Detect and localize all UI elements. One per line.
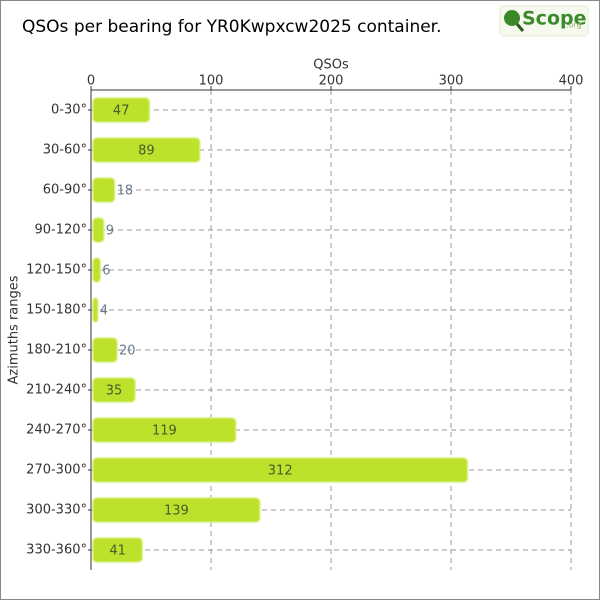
bar — [92, 217, 105, 243]
bar — [92, 177, 116, 203]
value-label: 47 — [113, 104, 130, 119]
y-axis-label: Azimuths ranges — [7, 275, 22, 384]
chart-title: QSOs per bearing for YR0Kwpxcw2025 conta… — [22, 17, 442, 37]
x-tick-label: 400 — [559, 74, 584, 89]
y-tick-label: 300-330° — [26, 503, 87, 518]
y-tick-label: 210-240° — [26, 383, 87, 398]
bar — [92, 497, 261, 523]
bar — [92, 97, 151, 123]
bar — [92, 417, 237, 443]
value-label: 20 — [119, 344, 136, 359]
value-label: 18 — [117, 184, 134, 199]
y-tick-label: 30-60° — [43, 143, 87, 158]
bar — [92, 537, 143, 563]
value-label: 9 — [106, 224, 114, 239]
y-tick-label: 240-270° — [26, 423, 87, 438]
y-tick-label: 90-120° — [34, 223, 87, 238]
x-tick-label: 100 — [199, 74, 224, 89]
y-tick-label: 60-90° — [43, 183, 87, 198]
value-label: 4 — [100, 304, 108, 319]
y-tick-label: 150-180° — [26, 303, 87, 318]
logo-suffix: .org — [566, 21, 582, 30]
logo-text: Scope — [522, 8, 587, 30]
x-tick-label: 0 — [87, 74, 95, 89]
value-label: 139 — [164, 504, 189, 519]
value-label: 41 — [109, 544, 126, 559]
value-label: 312 — [268, 464, 293, 479]
value-label: 119 — [152, 424, 177, 439]
value-label: 89 — [138, 144, 155, 159]
y-tick-label: 120-150° — [26, 263, 87, 278]
bar — [92, 377, 136, 403]
y-tick-label: 0-30° — [51, 103, 87, 118]
value-label: 35 — [106, 384, 123, 399]
bar — [92, 297, 99, 323]
bar — [92, 137, 201, 163]
x-axis-label: QSOs — [313, 58, 349, 73]
y-tick-label: 180-210° — [26, 343, 87, 358]
value-label: 6 — [102, 264, 110, 279]
bar — [92, 337, 118, 363]
y-tick-label: 330-360° — [26, 543, 87, 558]
x-tick-label: 300 — [439, 74, 464, 89]
y-tick-label: 270-300° — [26, 463, 87, 478]
bar — [92, 257, 101, 283]
logo: Scope .org — [499, 5, 589, 37]
bar — [92, 457, 469, 483]
x-tick-label: 200 — [319, 74, 344, 89]
